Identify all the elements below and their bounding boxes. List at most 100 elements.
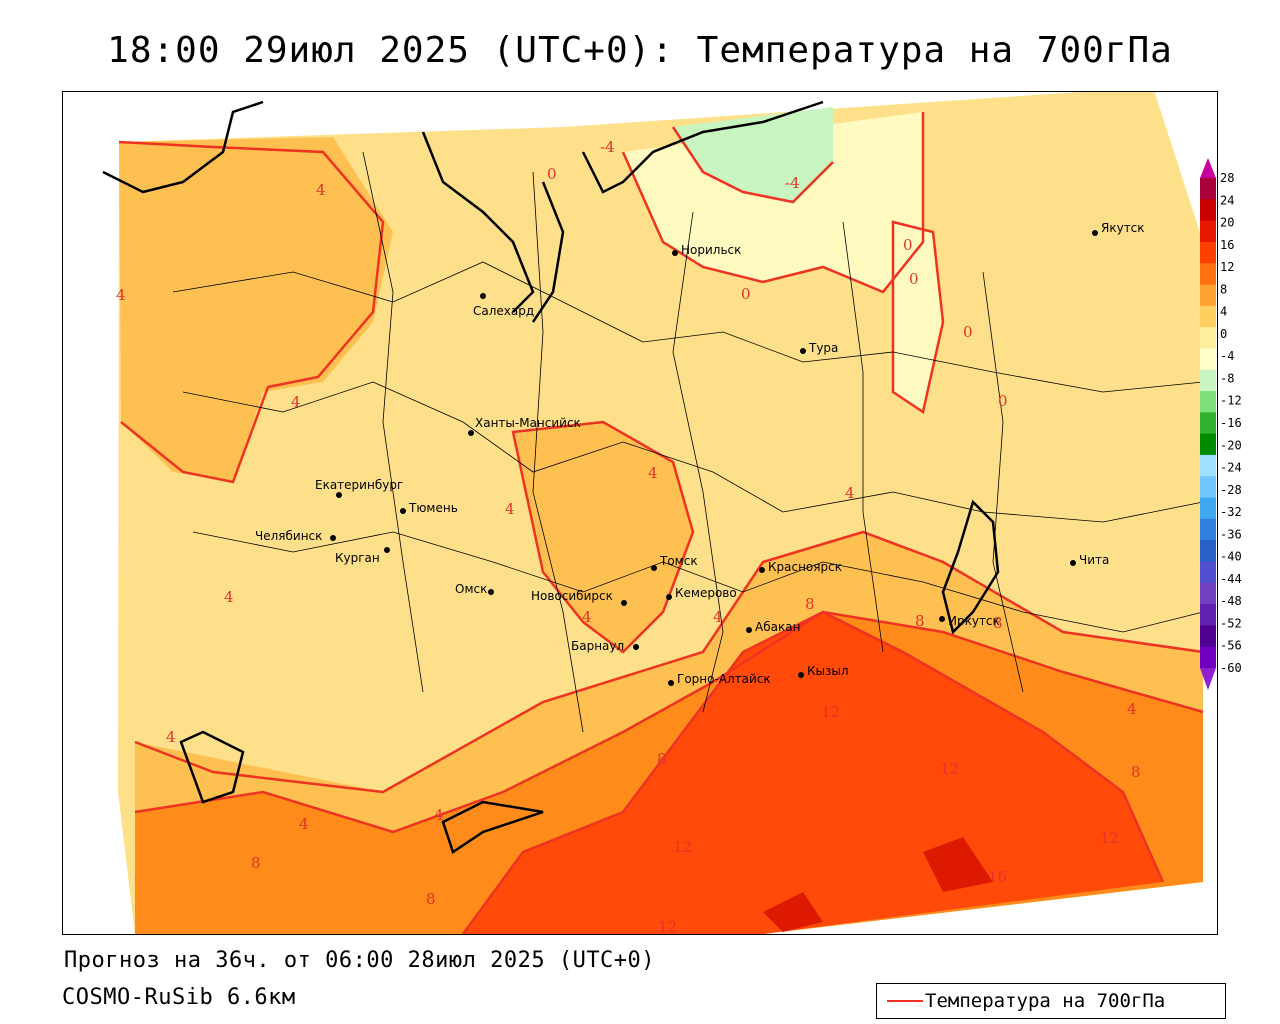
city-markers: Норильск Якутск Салехард Тура Ханты-Манс…: [255, 221, 1145, 686]
city-kurgan: Курган: [335, 547, 390, 565]
colorbar-tick-label: 12: [1220, 260, 1234, 274]
city-omsk: Омск: [455, 582, 494, 596]
city-label: Екатеринбург: [315, 478, 403, 492]
field-mid-orange-west: [119, 137, 393, 482]
chart-title: 18:00 29июл 2025 (UTC+0): Температура на…: [107, 30, 1173, 71]
isotherm-label: 0: [998, 392, 1008, 410]
colorbar-segment: [1200, 305, 1216, 328]
colorbar-top-arrow: [1200, 158, 1216, 178]
city-gorno-altaysk: Горно-Алтайск: [668, 672, 771, 686]
city-label: Кызыл: [807, 664, 849, 678]
isotherm-labels: -4 -4 0 0 0 0 0 0 4 4 4 4 4 4 4 4 4 4 4 …: [116, 138, 1141, 934]
isotherm-label: -4: [600, 138, 615, 156]
city-khanty-mansiysk: Ханты-Мансийск: [468, 416, 581, 436]
isotherm-label: 12: [940, 760, 959, 778]
city-label: Абакан: [755, 620, 800, 634]
city-chita: Чита: [1070, 553, 1109, 567]
city-abakan: Абакан: [746, 620, 800, 634]
isotherm-label: 4: [648, 464, 658, 482]
legend-line-swatch: [887, 1000, 923, 1002]
colorbar-tick-label: -4: [1220, 349, 1234, 363]
colorbar-segment: [1200, 220, 1216, 243]
colorbar-tick-label: -16: [1220, 416, 1242, 430]
field-hottest: [923, 837, 993, 892]
colorbar-tick-label: 8: [1220, 282, 1227, 296]
colorbar-segment: [1200, 518, 1216, 541]
city-label: Курган: [335, 551, 380, 565]
isotherm-label: 4: [582, 608, 592, 626]
isotherm-lines: [118, 112, 1204, 934]
city-label: Тура: [808, 341, 838, 355]
field-hottest-south: [763, 892, 823, 932]
isotherm-label: 0: [909, 270, 919, 288]
isotherm-label: 0: [741, 285, 751, 303]
colorbar-tick-label: -32: [1220, 505, 1242, 519]
isotherm-label: 4: [291, 393, 301, 411]
model-name: COSMO-RuSib 6.6км: [62, 985, 296, 1010]
isotherm-label: 4: [713, 608, 723, 626]
city-kyzyl: Кызыл: [798, 664, 849, 678]
map-panel[interactable]: -4 -4 0 0 0 0 0 0 4 4 4 4 4 4 4 4 4 4 4 …: [62, 91, 1218, 935]
colorbar-segment: [1200, 412, 1216, 435]
colorbar-segment: [1200, 540, 1216, 562]
colorbar-segment: [1200, 327, 1216, 349]
isotherm-label: 8: [915, 612, 925, 630]
isotherm-label: 4: [166, 728, 176, 746]
city-kemerovo: Кемерово: [666, 586, 737, 600]
coastline: [102, 100, 1000, 854]
colorbar-segment: [1200, 369, 1216, 392]
city-label: Горно-Алтайск: [677, 672, 771, 686]
city-label: Барнаул: [571, 639, 624, 653]
city-irkutsk: Иркутск: [939, 614, 1000, 628]
colorbar-segment: [1200, 497, 1216, 520]
colorbar-tick-label: 16: [1220, 238, 1234, 252]
colorbar-tick-label: -28: [1220, 483, 1242, 497]
colorbar-labels: 28 24 20 16 12 8 4 0 -4 -8 -12 -16 -20 -24 -28 -32 -36 -4…: [1220, 171, 1242, 675]
isotherm-label: 8: [805, 595, 815, 613]
isotherm-label: 4: [299, 815, 309, 833]
isotherm-label: 4: [505, 500, 515, 518]
isotherm-label: 12: [658, 918, 677, 934]
city-tura: Тура: [800, 341, 838, 355]
city-label: Челябинск: [255, 529, 322, 543]
isotherm-label: 0: [547, 165, 557, 183]
colorbar-segment: [1200, 199, 1216, 222]
isotherm-label: 0: [963, 323, 973, 341]
city-label: Иркутск: [948, 614, 1000, 628]
colorbar-segment: [1200, 391, 1216, 413]
isotherm-label: 8: [1131, 763, 1141, 781]
colorbar-tick-label: -48: [1220, 594, 1242, 608]
colorbar-segment: [1200, 263, 1216, 286]
colorbar-tick-label: 28: [1220, 171, 1234, 185]
colorbar-tick-label: -24: [1220, 461, 1242, 475]
temperature-map: -4 -4 0 0 0 0 0 0 4 4 4 4 4 4 4 4 4 4 4 …: [102, 92, 1204, 934]
forecast-info: Прогноз на 36ч. от 06:00 28июл 2025 (UTC…: [64, 948, 656, 973]
isotherm-label: 12: [673, 838, 692, 856]
colorbar-bottom-arrow: [1200, 668, 1216, 690]
isotherm-label: 12: [1100, 829, 1119, 847]
isotherm-label: 8: [657, 750, 667, 768]
city-label: Новосибирск: [531, 589, 613, 603]
city-novosibirsk: Новосибирск: [531, 589, 627, 606]
colorbar-tick-label: 4: [1220, 305, 1227, 319]
isotherm-label: 4: [845, 484, 855, 502]
colorbar-tick-label: 24: [1220, 193, 1234, 207]
colorbar-tick-label: -52: [1220, 616, 1242, 630]
colorbar-segment: [1200, 454, 1216, 477]
field-mid-orange-center: [513, 422, 693, 652]
city-yakutsk: Якутск: [1092, 221, 1145, 236]
colorbar-tick-label: -20: [1220, 438, 1242, 452]
city-label: Салехард: [473, 304, 534, 318]
colorbar-segment: [1200, 604, 1216, 626]
field-pale-cool-east: [893, 222, 943, 412]
city-tyumen: Тюмень: [400, 501, 458, 515]
isotherm-label: 8: [426, 890, 436, 908]
colorbar-segment: [1200, 582, 1216, 605]
colorbar-tick-label: -40: [1220, 550, 1242, 564]
colorbar-segment: [1200, 561, 1216, 584]
city-label: Омск: [455, 582, 487, 596]
isotherm-label: 4: [1127, 700, 1137, 718]
colorbar-segment: [1200, 625, 1216, 648]
colorbar-tick-label: 0: [1220, 327, 1227, 341]
legend-label: Температура на 700гПа: [925, 990, 1166, 1012]
